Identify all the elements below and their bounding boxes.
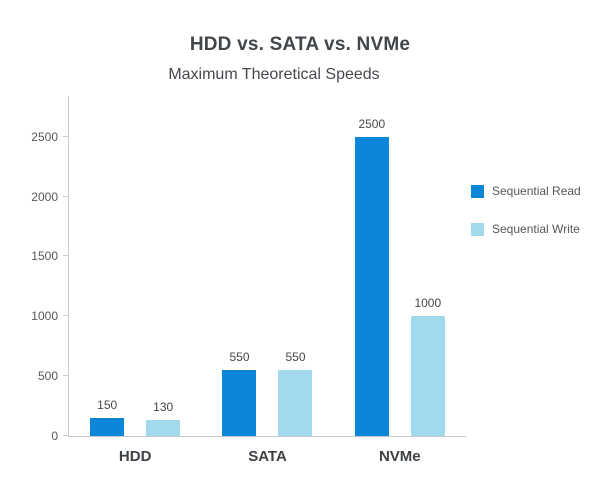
bar-value-label: 550 bbox=[285, 350, 306, 365]
y-tick-mark bbox=[63, 255, 69, 257]
bar-hdd-sequential-write: 130 bbox=[146, 400, 181, 436]
bar-value-label: 130 bbox=[153, 400, 174, 415]
legend-swatch-write bbox=[471, 222, 484, 236]
y-tick-label: 1000 bbox=[31, 309, 58, 324]
y-tick-label: 1500 bbox=[31, 249, 58, 264]
y-tick-mark bbox=[63, 315, 69, 317]
legend-swatch-read bbox=[471, 184, 484, 198]
bar-group-sata: 550 550 bbox=[201, 96, 333, 436]
y-tick-label: 2500 bbox=[31, 129, 58, 144]
bar-group-hdd: 150 130 bbox=[69, 96, 201, 436]
bar-hdd-sequential-read: 150 bbox=[90, 398, 125, 436]
legend-label-read: Sequential Read bbox=[492, 184, 581, 198]
bar-value-label: 150 bbox=[97, 398, 118, 413]
legend: Sequential Read Sequential Write bbox=[471, 184, 581, 236]
x-category-label: NVMe bbox=[378, 448, 421, 465]
y-tick-label: 500 bbox=[37, 369, 58, 384]
y-tick-mark bbox=[63, 435, 69, 436]
y-tick-mark bbox=[63, 135, 69, 137]
y-tick-label: 0 bbox=[51, 429, 58, 443]
bar-sata-sequential-write: 550 bbox=[278, 350, 313, 436]
plot-area: 0 500 1000 1500 2000 2500 150 130 HDD 550 550 SATA 2… bbox=[31, 96, 466, 465]
legend-item-sequential-write: Sequential Write bbox=[471, 222, 581, 236]
bar-value-label: 2500 bbox=[358, 116, 386, 131]
bar-group-nvme: 2500 1000 bbox=[334, 96, 466, 436]
y-tick-mark bbox=[63, 195, 69, 197]
bar-chart: 0 500 1000 1500 2000 2500 150 130 HDD 550 550 SATA 2… bbox=[31, 96, 466, 465]
y-tick-mark bbox=[63, 375, 69, 377]
legend-item-sequential-read: Sequential Read bbox=[471, 184, 581, 198]
chart-subtitle: Maximum Theoretical Speeds bbox=[168, 66, 380, 83]
x-category-label: SATA bbox=[248, 448, 287, 465]
bar-nvme-sequential-read: 2500 bbox=[354, 117, 389, 436]
chart-title: HDD vs. SATA vs. NVMe bbox=[189, 34, 411, 55]
bar-sata-sequential-read: 550 bbox=[222, 350, 257, 436]
y-tick-label: 2000 bbox=[31, 189, 58, 204]
bar-value-label: 1000 bbox=[414, 296, 442, 311]
bar-nvme-sequential-write: 1000 bbox=[410, 296, 445, 436]
legend-label-write: Sequential Write bbox=[492, 222, 580, 236]
x-category-label: HDD bbox=[118, 448, 152, 465]
bar-value-label: 550 bbox=[229, 350, 250, 365]
